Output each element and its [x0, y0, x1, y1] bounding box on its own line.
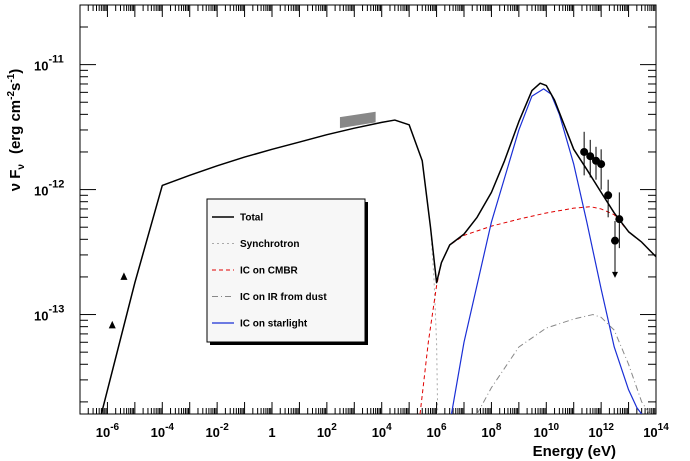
plot-frame — [79, 4, 657, 415]
data-point-circle — [586, 152, 595, 161]
legend-label: Total — [240, 213, 263, 224]
legend-box: Total Synchrotron IC on CMBR IC on IR from … — [206, 198, 368, 345]
legend-label: IC on starlight — [240, 319, 308, 330]
legend-item-ic-starlight: IC on starlight — [212, 319, 308, 330]
total-curve — [100, 82, 656, 414]
x-tick-labels: 10-6 10-4 10-2 1 102 104 106 108 1010 1012 1014 — [96, 422, 669, 440]
legend-item-synchrotron: Synchrotron — [212, 239, 299, 250]
data-point-circle — [597, 160, 606, 169]
data-point-circle — [610, 236, 619, 245]
data-point-circle — [604, 191, 613, 200]
data-point-triangle — [120, 272, 128, 280]
x-tick-label: 1 — [268, 425, 275, 440]
x-tick-label: 102 — [317, 422, 337, 440]
x-tick-label: 1014 — [643, 422, 669, 440]
x-tick-label: 108 — [481, 422, 501, 440]
x-tick-label: 1010 — [533, 422, 559, 440]
x-axis-title: Energy (eV) — [533, 443, 616, 460]
x-tick-label: 106 — [427, 422, 447, 440]
ic-starlight-curve — [450, 88, 643, 414]
y-tick-label: 10-12 — [34, 179, 64, 199]
data-point-circle — [615, 215, 624, 224]
legend-label: IC on IR from dust — [240, 292, 327, 303]
y-tick-label: 10-13 — [34, 304, 64, 324]
x-tick-label: 1012 — [588, 422, 614, 440]
legend-item-ic-ir-dust: IC on IR from dust — [212, 292, 327, 303]
x-tick-label: 104 — [372, 422, 392, 440]
y-tick-labels: 10-13 10-12 10-11 — [34, 54, 64, 324]
data-points-layer — [108, 131, 624, 329]
y-axis-title: ν Fν(erg cm-2s-1) — [6, 69, 27, 192]
data-point-triangle — [108, 320, 116, 329]
legend-item-ic-cmbr: IC on CMBR — [212, 266, 299, 277]
data-point-circle — [580, 147, 589, 156]
y-tick-label: 10-11 — [34, 54, 64, 74]
legend-label: Synchrotron — [240, 239, 299, 250]
upper-limit-arrow — [611, 271, 618, 278]
ic-ir-dust-curve — [476, 314, 651, 414]
legend-item-total: Total — [212, 213, 263, 224]
x-tick-label: 10-4 — [151, 422, 175, 440]
ic-cmbr-curve — [419, 206, 656, 414]
series-layer — [100, 82, 656, 414]
shaded-band — [339, 111, 376, 129]
axis-ticks — [79, 4, 657, 414]
legend-label: IC on CMBR — [240, 266, 299, 277]
x-tick-label: 10-6 — [96, 422, 120, 440]
x-tick-label: 10-2 — [205, 422, 229, 440]
shaded-band-layer — [339, 111, 376, 129]
